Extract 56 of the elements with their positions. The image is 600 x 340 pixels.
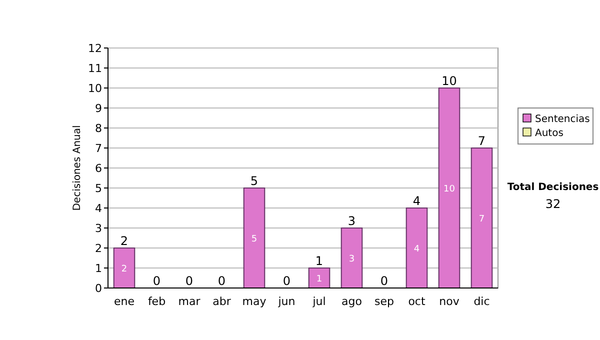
data-label: 7 bbox=[478, 214, 485, 224]
y-tick-label: 12 bbox=[88, 42, 102, 55]
total-label: 1 bbox=[315, 254, 324, 268]
x-tick-label: ago bbox=[342, 295, 362, 308]
data-label: 3 bbox=[348, 254, 355, 264]
y-tick-label: 1 bbox=[95, 262, 102, 275]
x-tick-label: nov bbox=[439, 295, 460, 308]
total-label: 5 bbox=[250, 174, 258, 188]
total-label: 4 bbox=[412, 194, 421, 208]
data-label: 2 bbox=[121, 264, 128, 274]
total-label: 0 bbox=[218, 274, 226, 288]
bar bbox=[308, 268, 330, 288]
y-tick-label: 4 bbox=[95, 202, 102, 215]
x-tick-label: sep bbox=[374, 295, 394, 308]
x-tick-label: oct bbox=[408, 295, 426, 308]
legend-label: Sentencias bbox=[535, 114, 590, 125]
total-label: 0 bbox=[185, 274, 194, 288]
y-tick-label: 3 bbox=[95, 222, 102, 235]
x-tick-label: mar bbox=[178, 295, 201, 308]
legend-label: Autos bbox=[535, 128, 564, 139]
total-label: 2 bbox=[120, 234, 128, 248]
bar bbox=[438, 88, 460, 288]
x-tick-label: ene bbox=[114, 295, 135, 308]
x-tick-label: feb bbox=[148, 295, 166, 308]
x-tick-label: jun bbox=[277, 295, 296, 308]
y-tick-label: 2 bbox=[95, 242, 102, 255]
bar bbox=[243, 188, 266, 288]
x-tick-label: jul bbox=[312, 295, 326, 308]
total-label: 0 bbox=[380, 274, 388, 288]
text: 32 bbox=[545, 197, 561, 211]
total-label: 10 bbox=[442, 74, 457, 88]
bar bbox=[340, 228, 363, 288]
data-label: 4 bbox=[414, 244, 420, 254]
total-label: 7 bbox=[478, 134, 486, 148]
text: Total Decisiones bbox=[507, 182, 599, 193]
total-label: 0 bbox=[282, 274, 291, 288]
y-axis-title: Decisiones Anual bbox=[72, 125, 83, 211]
data-label: 1 bbox=[316, 274, 322, 284]
data-label: 5 bbox=[251, 234, 258, 244]
x-tick-label: may bbox=[242, 295, 267, 308]
total-label: 3 bbox=[348, 214, 356, 228]
total-label: 0 bbox=[152, 274, 161, 288]
bar bbox=[470, 148, 493, 288]
y-tick-label: 9 bbox=[95, 102, 102, 115]
bar bbox=[406, 208, 428, 288]
y-tick-label: 0 bbox=[95, 282, 102, 295]
y-tick-label: 8 bbox=[95, 122, 102, 135]
x-tick-label: abr bbox=[212, 295, 232, 308]
y-tick-label: 11 bbox=[88, 62, 102, 75]
y-tick-label: 7 bbox=[95, 142, 102, 155]
data-label: 10 bbox=[444, 184, 456, 194]
bar bbox=[113, 248, 136, 288]
x-tick-label: dic bbox=[474, 295, 490, 308]
y-tick-label: 10 bbox=[88, 82, 102, 95]
y-tick-label: 6 bbox=[95, 162, 102, 175]
y-tick-label: 5 bbox=[95, 182, 102, 195]
